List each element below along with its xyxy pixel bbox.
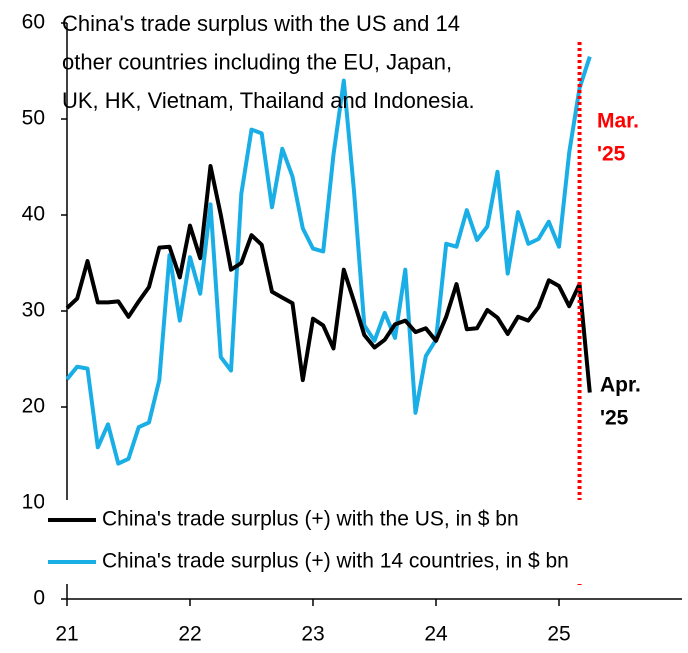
- chart-title: other countries including the EU, Japan,: [62, 49, 452, 74]
- y-tick-label: 10: [22, 491, 45, 514]
- legend-label: China's trade surplus (+) with the US, i…: [102, 508, 519, 531]
- y-tick-label: 0: [33, 587, 45, 610]
- chart-title: UK, HK, Vietnam, Thailand and Indonesia.: [62, 88, 475, 113]
- annotation: '25: [597, 143, 626, 166]
- x-tick-label: 23: [301, 623, 324, 646]
- y-tick-label: 50: [22, 107, 45, 130]
- y-tick-label: 60: [22, 11, 45, 34]
- x-tick-label: 25: [547, 623, 570, 646]
- x-tick-label: 22: [178, 623, 201, 646]
- y-tick-label: 30: [22, 299, 45, 322]
- legend-box: [44, 500, 624, 584]
- y-tick-label: 40: [22, 203, 45, 226]
- series-line: [65, 55, 592, 466]
- series-line: [65, 164, 592, 393]
- annotation: Apr.: [600, 374, 641, 397]
- x-tick-label: 24: [424, 623, 448, 646]
- legend-label: China's trade surplus (+) with 14 countr…: [102, 550, 569, 573]
- annotation: Mar.: [597, 110, 639, 133]
- y-tick-label: 20: [22, 395, 45, 418]
- chart-title: China's trade surplus with the US and 14: [62, 11, 460, 36]
- x-tick-label: 21: [55, 623, 78, 646]
- annotation: '25: [600, 407, 629, 430]
